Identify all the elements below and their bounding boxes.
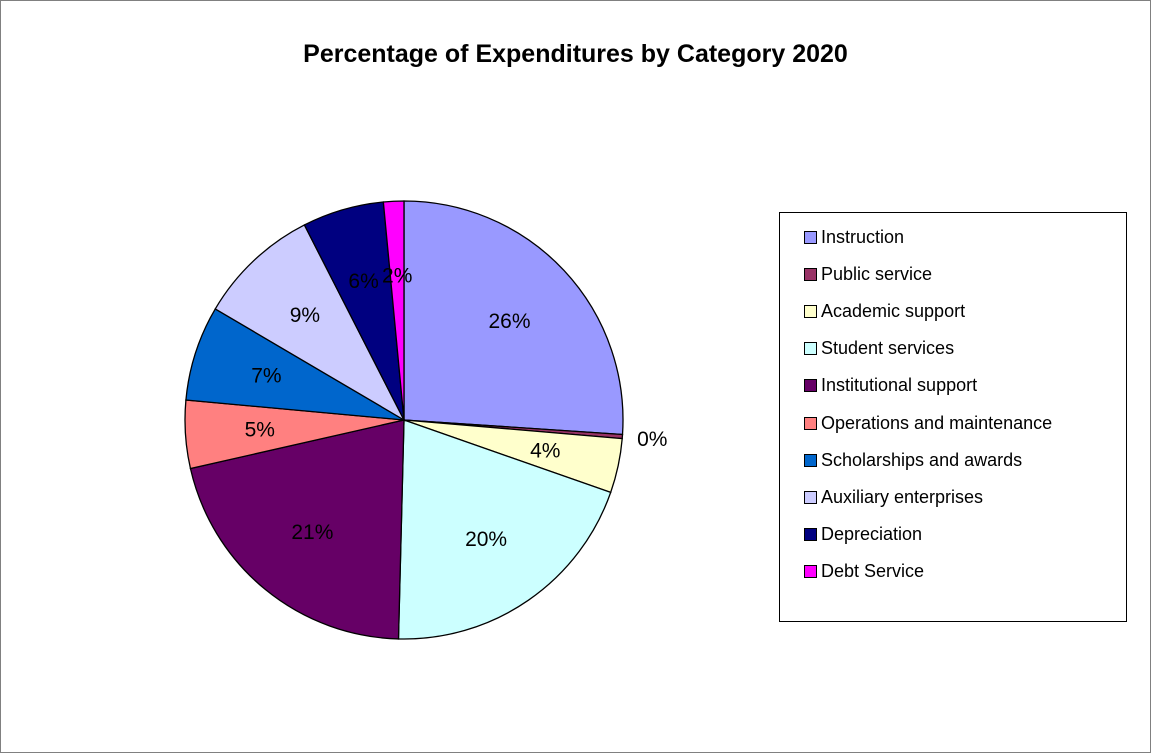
pie-slice-instruction (403, 200, 624, 436)
legend-item-operations-and-maintenance: Operations and maintenance (804, 411, 1052, 435)
pie-slice-student-services (397, 419, 612, 640)
legend-label-depreciation: Depreciation (821, 524, 923, 545)
legend-label-scholarships-and-awards: Scholarships and awards (821, 449, 1023, 470)
legend-item-auxiliary-enterprises: Auxiliary enterprises (804, 485, 983, 509)
legend-label-debt-service: Debt Service (821, 561, 925, 582)
legend-label-student-services: Student services (821, 338, 955, 359)
legend-swatch-instruction (804, 230, 817, 244)
data-label-institutional-support: 21% (291, 521, 333, 544)
legend-swatch-institutional-support (804, 379, 817, 393)
data-label-debt-service: 2% (382, 265, 412, 288)
legend-label-institutional-support: Institutional support (821, 375, 978, 396)
data-label-scholarships-and-awards: 7% (251, 365, 281, 388)
data-label-depreciation: 6% (348, 270, 378, 293)
legend-item-debt-service: Debt Service (804, 560, 924, 584)
legend-item-public-service: Public service (804, 262, 932, 286)
legend-swatch-academic-support (804, 304, 817, 318)
pie-slice-auxiliary-enterprises (214, 224, 406, 422)
legend-swatch-scholarships-and-awards (804, 453, 817, 467)
chart-legend: Instruction Public service Academic suppor… (779, 212, 1127, 622)
data-label-student-services: 20% (465, 528, 507, 551)
legend-swatch-operations-and-maintenance (804, 416, 817, 430)
legend-swatch-public-service (804, 267, 817, 281)
legend-swatch-depreciation (804, 528, 817, 542)
pie-slice-institutional-support (189, 419, 405, 640)
legend-label-operations-and-maintenance: Operations and maintenance (821, 412, 1053, 433)
legend-item-depreciation: Depreciation (804, 523, 922, 547)
legend-swatch-debt-service (804, 565, 817, 579)
legend-label-academic-support: Academic support (821, 300, 966, 321)
legend-item-institutional-support: Institutional support (804, 374, 977, 398)
legend-label-auxiliary-enterprises: Auxiliary enterprises (821, 486, 984, 507)
legend-label-public-service: Public service (821, 263, 933, 284)
data-label-operations-and-maintenance: 5% (245, 419, 275, 442)
data-label-academic-support: 4% (530, 439, 560, 462)
legend-item-academic-support: Academic support (804, 299, 965, 323)
legend-label-instruction: Instruction (821, 226, 905, 247)
legend-item-instruction: Instruction (804, 225, 904, 249)
legend-item-student-services: Student services (804, 337, 954, 361)
legend-item-scholarships-and-awards: Scholarships and awards (804, 448, 1022, 472)
legend-swatch-student-services (804, 342, 817, 356)
data-label-auxiliary-enterprises: 9% (290, 304, 320, 327)
legend-swatch-auxiliary-enterprises (804, 490, 817, 504)
data-label-public-service: 0% (637, 428, 667, 451)
chart-title: Percentage of Expenditures by Category 2… (303, 40, 848, 68)
data-label-instruction: 26% (488, 310, 530, 333)
pie-slice-debt-service (382, 200, 405, 421)
